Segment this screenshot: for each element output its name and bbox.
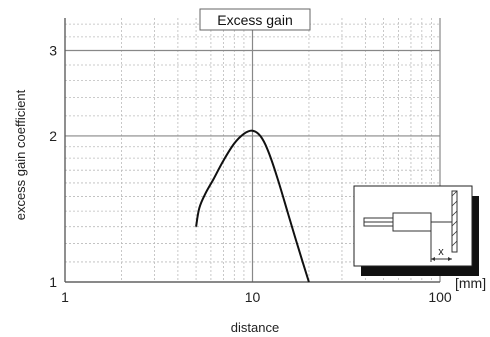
inset-diagram: x [353,185,479,276]
inset-hatch [451,200,458,207]
inset-body [392,212,432,232]
x-axis-label: distance [231,320,279,335]
inset-hatch [451,230,458,237]
title-box [199,8,311,31]
x-tick-label: 1 [61,289,69,305]
series-layer [195,129,310,283]
inset-arrow-right [448,257,452,261]
x-tick-label: 10 [245,289,261,305]
y-axis-label: excess gain coefficient [13,89,28,220]
inset-arrow-left [431,257,435,261]
y-tick-label: 3 [49,42,57,58]
inset-hatch [451,240,458,247]
inset-hatch [451,220,458,227]
y-tick-label: 2 [49,128,57,144]
x-tick-label: 100 [428,289,452,305]
chart-title: Excess gain [217,12,292,28]
inset-hatch [451,190,458,197]
inset-x-symbol: x [438,246,444,258]
y-tick-label: 1 [49,274,57,290]
inset-hatch [451,210,458,217]
series-line [195,129,310,283]
x-unit-label: [mm] [455,275,486,291]
